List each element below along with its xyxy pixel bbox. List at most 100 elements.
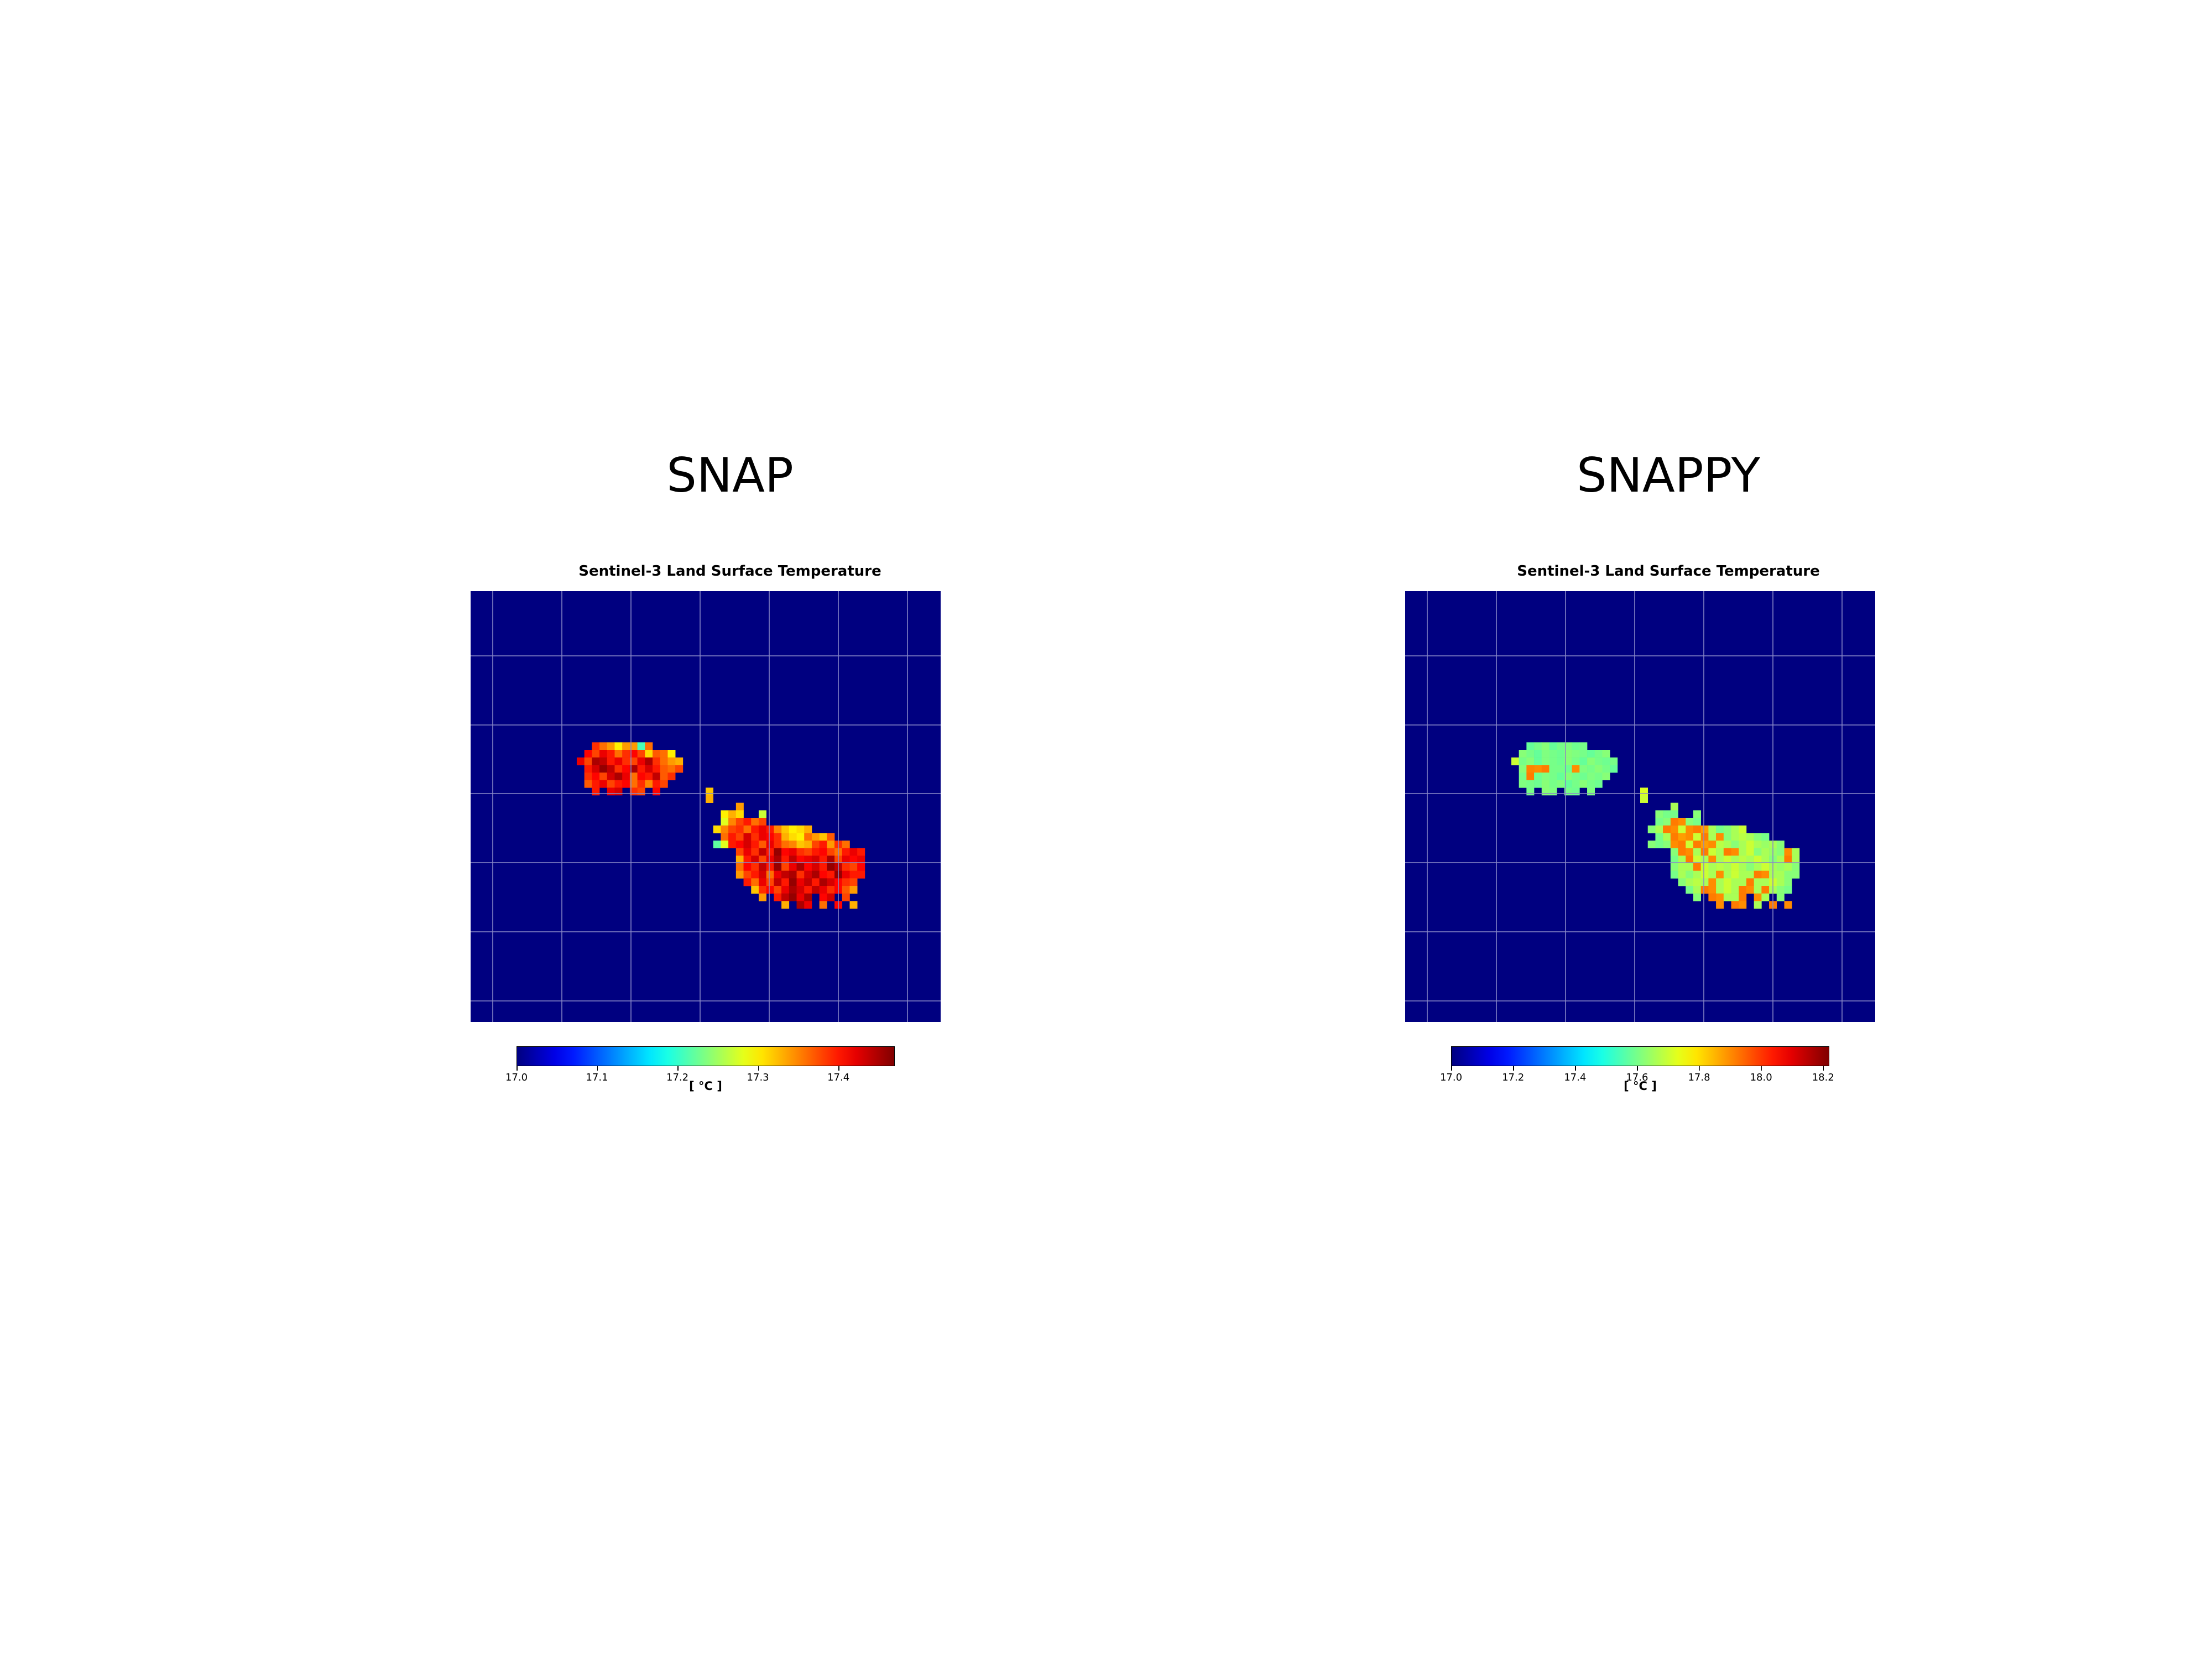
heatmap-cell — [758, 870, 766, 879]
heatmap-cell — [614, 773, 623, 780]
heatmap-cell — [751, 855, 759, 864]
heatmap-cell — [804, 901, 812, 909]
heatmap-cell — [629, 780, 638, 788]
heatmap-cell — [584, 750, 592, 758]
heatmap-cell — [827, 848, 835, 856]
heatmap-cell — [743, 863, 752, 871]
heatmap-cell — [1792, 870, 1800, 879]
heatmap-cell — [796, 878, 805, 886]
heatmap-cell — [1700, 848, 1709, 856]
heatmap-cell — [1708, 878, 1717, 886]
heatmap-cell — [1784, 863, 1792, 871]
heatmap-cell — [1526, 742, 1535, 750]
heatmap-cell — [1693, 810, 1701, 818]
heatmap-cell — [637, 750, 645, 758]
heatmap-cell — [637, 742, 645, 750]
heatmap-cell — [1655, 841, 1663, 848]
heatmap-cell — [804, 863, 812, 871]
heatmap-cell — [1549, 750, 1557, 758]
heatmap-cell — [1693, 893, 1701, 901]
heatmap-cell — [599, 765, 608, 773]
heatmap-cell — [706, 787, 714, 796]
heatmap-cell — [728, 825, 737, 833]
heatmap-cell — [629, 742, 638, 750]
heatmap-cell — [1739, 901, 1747, 909]
heatmap-cell — [774, 825, 782, 833]
colorbar-tick-label: 17.1 — [586, 1072, 608, 1083]
heatmap-cell — [607, 742, 615, 750]
heatmap-cell — [1579, 757, 1588, 765]
heatmap-cell — [1708, 841, 1717, 848]
heatmap-cell — [842, 848, 850, 856]
heatmap-cell — [1678, 863, 1686, 871]
heatmap-cell — [1776, 841, 1785, 848]
heatmap-cell — [1792, 863, 1800, 871]
heatmap-cell — [743, 841, 752, 848]
heatmap-cell — [1723, 848, 1731, 856]
heatmap-cell — [584, 765, 592, 773]
heatmap-cell — [1572, 750, 1580, 758]
heatmap-cell — [789, 893, 797, 901]
heatmap-cell — [1541, 750, 1550, 758]
heatmap-cell — [1526, 750, 1535, 758]
heatmap-cell — [1572, 742, 1580, 750]
heatmap-cell — [1534, 765, 1542, 773]
heatmap-cell — [743, 855, 752, 864]
heatmap-cell — [1557, 780, 1565, 788]
heatmap-cell — [1700, 878, 1709, 886]
heatmap-cell — [1761, 878, 1770, 886]
heatmap-cell — [614, 742, 623, 750]
heatmap-cell — [827, 893, 835, 901]
heatmap-cell — [1526, 757, 1535, 765]
colorbar-tick-label: 17.8 — [1688, 1072, 1710, 1083]
heatmap-cell — [758, 825, 766, 833]
heatmap-cell — [796, 863, 805, 871]
heatmap-cell — [622, 742, 630, 750]
heatmap-cell — [827, 870, 835, 879]
heatmap-cell — [1716, 833, 1724, 841]
heatmap-cell — [1686, 878, 1694, 886]
heatmap-cell — [819, 841, 827, 848]
heatmap-cell — [1784, 878, 1792, 886]
heatmap-cell — [819, 878, 827, 886]
heatmap-cell — [811, 878, 820, 886]
heatmap-cell — [1579, 742, 1588, 750]
heatmap-cell — [1541, 787, 1550, 796]
heatmap-cell — [1761, 886, 1770, 894]
heatmap-cell — [796, 848, 805, 856]
heatmap-cell — [1723, 855, 1731, 864]
heatmap-cell — [1784, 848, 1792, 856]
heatmap-cell — [1670, 848, 1678, 856]
heatmap-cell — [675, 765, 684, 773]
heatmap-cell — [1587, 787, 1595, 796]
heatmap-cell — [1647, 841, 1656, 848]
heatmap-cell — [706, 795, 714, 803]
heatmap-cell — [653, 757, 661, 765]
heatmap-cell — [599, 742, 608, 750]
heatmap-cell — [781, 893, 790, 901]
heatmap-cell — [667, 773, 676, 780]
heatmap-cell — [789, 848, 797, 856]
heatmap-cell — [827, 863, 835, 871]
heatmap-cell — [1579, 765, 1588, 773]
heatmap-cell — [1754, 855, 1762, 864]
heatmap-cell — [1564, 757, 1572, 765]
heatmap-cell — [1708, 848, 1717, 856]
heatmap-cell — [1678, 825, 1686, 833]
heatmap-cell — [1761, 841, 1770, 848]
heatmap-cell — [751, 886, 759, 894]
heatmap-cell — [819, 863, 827, 871]
heatmap-cell — [796, 833, 805, 841]
colorbar-label-snappy: [ °C ] — [1624, 1079, 1657, 1093]
heatmap-cell — [1716, 841, 1724, 848]
heatmap-cell — [1663, 833, 1671, 841]
heatmap-cell — [1754, 848, 1762, 856]
heatmap-cell — [842, 863, 850, 871]
heatmap-cell — [622, 780, 630, 788]
heatmap-cell — [1678, 848, 1686, 856]
heatmap-svg-snappy — [1405, 591, 1875, 1022]
heatmap-cell — [1610, 765, 1618, 773]
heatmap-cell — [743, 878, 752, 886]
heatmap-cell — [1754, 833, 1762, 841]
colorbar-tick — [1575, 1066, 1576, 1071]
